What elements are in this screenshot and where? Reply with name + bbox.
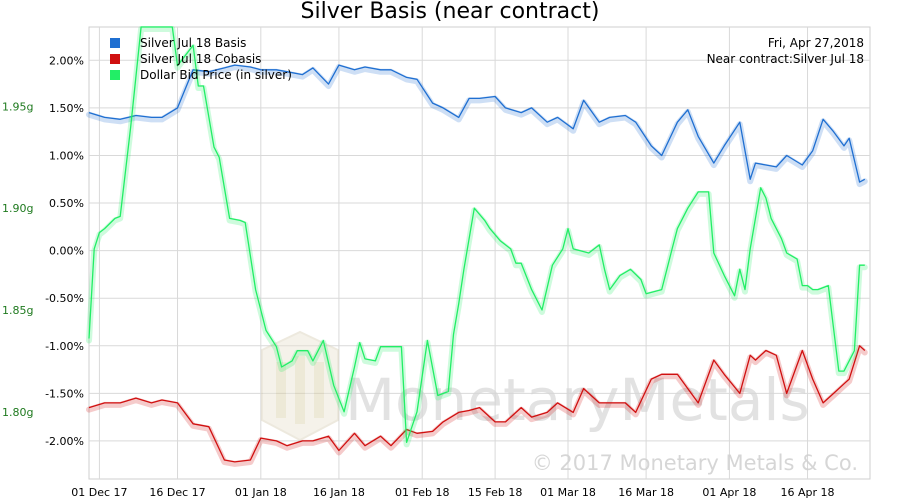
right-axis-tick-label: -0.50% (45, 292, 84, 305)
series-layer (86, 26, 868, 467)
chart-title: Silver Basis (near contract) (301, 0, 600, 24)
cobasis-line-glow (86, 344, 868, 467)
right-axis-tick-label: 1.00% (49, 149, 84, 162)
legend-swatch-price (110, 70, 120, 80)
basis-line (88, 64, 866, 183)
right-axis-tick-label: -2.00% (45, 435, 84, 448)
basis-line-glow (86, 64, 868, 188)
x-tick-label: 01 Mar 18 (540, 486, 596, 499)
x-tick-label: 01 Dec 17 (71, 486, 127, 499)
cobasis-line (88, 345, 866, 463)
legend-item-basis: Silver Jul 18 Basis (110, 36, 246, 50)
legend-swatch-basis (110, 38, 120, 48)
legend-swatch-cobasis (110, 54, 120, 64)
plot-area (88, 26, 871, 480)
legend-item-price: Dollar Bid Price (in silver) (110, 68, 292, 82)
x-tick-label: 16 Jan 18 (313, 486, 365, 499)
legend-label-price: Dollar Bid Price (in silver) (140, 68, 292, 82)
legend-label-cobasis: Silver Jul 18 Cobasis (140, 52, 261, 66)
right-axis-tick-label: 1.50% (49, 102, 84, 115)
watermark-logo (261, 330, 339, 442)
x-tick-label: 01 Jan 18 (235, 486, 287, 499)
right-axis-tick-label: 0.00% (49, 245, 84, 258)
right-axis-tick-label: 0.50% (49, 197, 84, 210)
right-axis-tick-label: -1.00% (45, 340, 84, 353)
legend-item-cobasis: Silver Jul 18 Cobasis (110, 52, 261, 66)
horizontal-gridlines (89, 59, 870, 442)
watermark-copyright: © 2017 Monetary Metals & Co. (532, 451, 858, 475)
right-axis-tick-label: 2.00% (49, 54, 84, 67)
x-axis-ticks: 01 Dec 17 16 Dec 17 01 Jan 18 16 Jan 18 01 F… (71, 486, 834, 499)
x-tick-label: 16 Apr 18 (781, 486, 835, 499)
x-tick-label: 01 Apr 18 (702, 486, 756, 499)
date-annotation: Fri, Apr 27,2018 (768, 36, 864, 50)
contract-annotation: Near contract:Silver Jul 18 (707, 52, 864, 66)
left-axis-ticks: 1.95g 1.90g 1.85g 1.80g (2, 100, 33, 418)
x-tick-label: 16 Mar 18 (618, 486, 674, 499)
legend: Silver Jul 18 Basis Silver Jul 18 Cobasi… (110, 36, 292, 82)
vertical-gridlines (98, 27, 809, 479)
legend-label-basis: Silver Jul 18 Basis (140, 36, 246, 50)
x-tick-label: 16 Dec 17 (149, 486, 205, 499)
right-axis-ticks: 2.00% 1.50% 1.00% 0.50% 0.00% -0.50% -1.00% -1.… (45, 54, 84, 448)
left-axis-tick-label: 1.90g (2, 202, 33, 215)
x-tick-label: 01 Feb 18 (395, 486, 449, 499)
left-axis-tick-label: 1.95g (2, 100, 33, 113)
left-axis-tick-label: 1.80g (2, 406, 33, 419)
x-tick-label: 15 Feb 18 (468, 486, 522, 499)
right-axis-tick-label: -1.50% (45, 387, 84, 400)
price-line (88, 26, 865, 444)
left-axis-tick-label: 1.85g (2, 304, 33, 317)
